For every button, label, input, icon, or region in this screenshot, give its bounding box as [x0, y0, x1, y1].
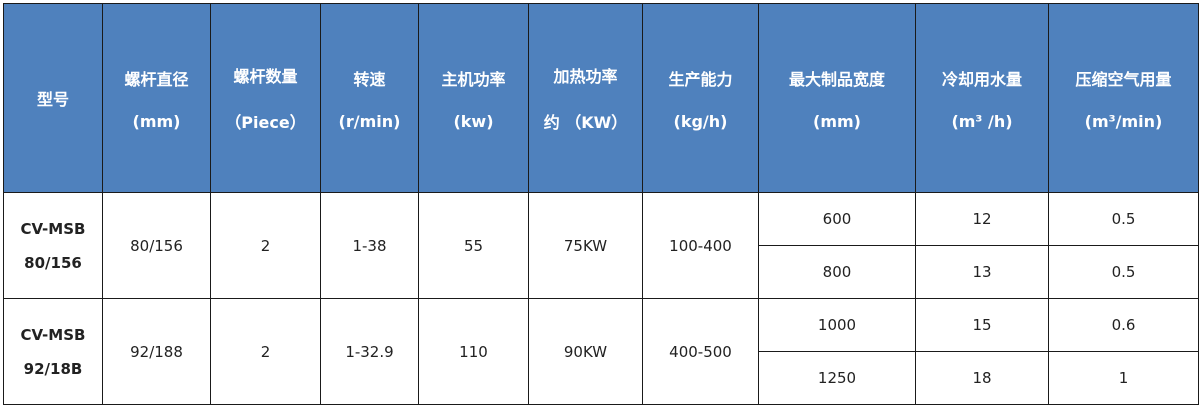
cell-max-width: 1250: [758, 351, 916, 405]
cell-compressed-air: 0.6: [1048, 298, 1199, 352]
header-compressed-air: 压缩空气用量 (m³/min): [1048, 3, 1199, 193]
cell-main-power: 110: [418, 298, 529, 405]
cell-speed: 1-38: [320, 192, 419, 299]
table-subrow: 800 13 0.5: [4, 245, 1199, 299]
header-row: 型号 螺杆直径 (mm) 螺杆数量 （Piece） 转速 (r/min) 主机功率 (k…: [3, 3, 1199, 193]
table-subrow: 1250 18 1: [4, 351, 1199, 405]
header-max-width: 最大制品宽度 (mm): [758, 3, 916, 193]
header-screw-diameter: 螺杆直径 (mm): [102, 3, 211, 193]
header-speed: 转速 (r/min): [320, 3, 419, 193]
cell-compressed-air: 0.5: [1048, 192, 1199, 246]
cell-heating-power: 90KW: [528, 298, 643, 405]
header-screw-count: 螺杆数量 （Piece）: [210, 3, 321, 193]
cell-capacity: 100-400: [642, 192, 759, 299]
cell-max-width: 1000: [758, 298, 916, 352]
header-main-power: 主机功率 (kw): [418, 3, 529, 193]
cell-speed: 1-32.9: [320, 298, 419, 405]
cell-cooling-water: 15: [915, 298, 1049, 352]
cell-max-width: 600: [758, 192, 916, 246]
cell-screw-diameter: 80/156: [102, 192, 211, 299]
header-capacity: 生产能力 (kg/h): [642, 3, 759, 193]
cell-screw-count: 2: [210, 192, 321, 299]
cell-cooling-water: 13: [915, 245, 1049, 299]
cell-compressed-air: 0.5: [1048, 245, 1199, 299]
cell-cooling-water: 18: [915, 351, 1049, 405]
cell-capacity: 400-500: [642, 298, 759, 405]
header-model: 型号: [3, 3, 103, 193]
cell-compressed-air: 1: [1048, 351, 1199, 405]
cell-main-power: 55: [418, 192, 529, 299]
cell-screw-diameter: 92/188: [102, 298, 211, 405]
cell-model: CV-MSB 80/156: [3, 192, 103, 299]
table-row: CV-MSB 92/18B 92/188 2 1-32.9 110 90KW 40…: [3, 298, 1199, 405]
cell-model: CV-MSB 92/18B: [3, 298, 103, 405]
cell-max-width: 800: [758, 245, 916, 299]
header-cooling-water: 冷却用水量 (m³ /h): [915, 3, 1049, 193]
table-row: CV-MSB 80/156 80/156 2 1-38 55 75KW 100-4…: [3, 192, 1199, 299]
cell-heating-power: 75KW: [528, 192, 643, 299]
spec-table: 型号 螺杆直径 (mm) 螺杆数量 （Piece） 转速 (r/min) 主机功率 (k…: [3, 3, 1199, 405]
cell-cooling-water: 12: [915, 192, 1049, 246]
cell-screw-count: 2: [210, 298, 321, 405]
header-heating-power: 加热功率约 （KW）: [528, 3, 643, 193]
